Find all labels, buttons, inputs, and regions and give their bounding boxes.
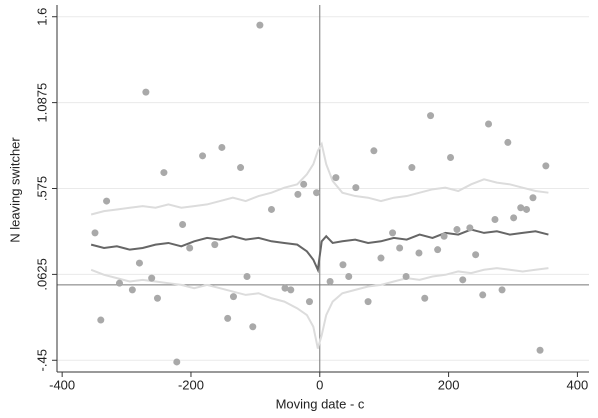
point — [339, 261, 347, 269]
point — [287, 286, 295, 294]
point — [370, 147, 378, 155]
point — [224, 314, 232, 322]
y-tick-label: 1.6 — [34, 8, 49, 26]
point — [453, 226, 461, 234]
point — [498, 286, 506, 294]
point — [427, 112, 435, 120]
point — [352, 184, 360, 192]
line — [90, 267, 549, 349]
point — [148, 274, 156, 282]
point — [504, 138, 512, 146]
point — [211, 241, 219, 249]
y-tick-label: .0625 — [34, 258, 49, 291]
point — [389, 229, 397, 237]
point — [345, 272, 353, 280]
point — [218, 143, 226, 151]
point — [91, 229, 99, 237]
point — [249, 323, 257, 331]
y-tick-label: 1.0875 — [34, 83, 49, 123]
point — [510, 214, 518, 222]
x-tick-label: -200 — [178, 377, 204, 392]
point — [402, 272, 410, 280]
point — [491, 216, 499, 224]
point — [332, 174, 340, 182]
point — [281, 284, 289, 292]
point — [237, 164, 245, 172]
x-axis-label: Moving date - c — [276, 396, 365, 411]
point — [364, 298, 372, 306]
point — [472, 251, 480, 259]
point — [440, 232, 448, 240]
point — [459, 276, 467, 284]
x-tick-label: -400 — [49, 377, 75, 392]
line — [90, 228, 549, 274]
point — [479, 291, 487, 299]
point — [485, 120, 493, 128]
point — [523, 205, 531, 213]
x-tick-label: 400 — [567, 377, 589, 392]
point — [267, 205, 275, 213]
point — [300, 180, 308, 188]
point — [173, 358, 181, 366]
x-tick-label: 0 — [316, 377, 323, 392]
point — [447, 153, 455, 161]
point — [256, 21, 264, 29]
x-tick-label: 200 — [438, 377, 460, 392]
y-axis-label: N leaving switcher — [7, 137, 22, 243]
point — [434, 246, 442, 254]
point — [229, 293, 237, 301]
point — [529, 194, 537, 202]
point — [415, 249, 423, 257]
point — [542, 162, 550, 170]
y-tick-label: -.45 — [34, 349, 49, 371]
point — [294, 190, 302, 198]
point — [377, 254, 385, 262]
point — [103, 197, 111, 205]
point — [115, 279, 123, 287]
point — [408, 164, 416, 172]
point — [517, 204, 525, 212]
point — [421, 294, 429, 302]
point — [243, 272, 251, 280]
line — [90, 141, 549, 216]
point — [313, 189, 321, 197]
point — [179, 221, 187, 229]
point — [153, 294, 161, 302]
point — [326, 278, 334, 286]
point — [536, 346, 544, 354]
point — [186, 244, 194, 252]
point — [305, 298, 313, 306]
point — [199, 152, 207, 160]
point — [97, 316, 105, 324]
point — [160, 169, 168, 177]
point — [128, 286, 136, 294]
point — [396, 244, 404, 252]
y-tick-label: .575 — [34, 176, 49, 201]
point — [135, 259, 143, 267]
point — [142, 88, 150, 96]
point — [466, 224, 474, 232]
